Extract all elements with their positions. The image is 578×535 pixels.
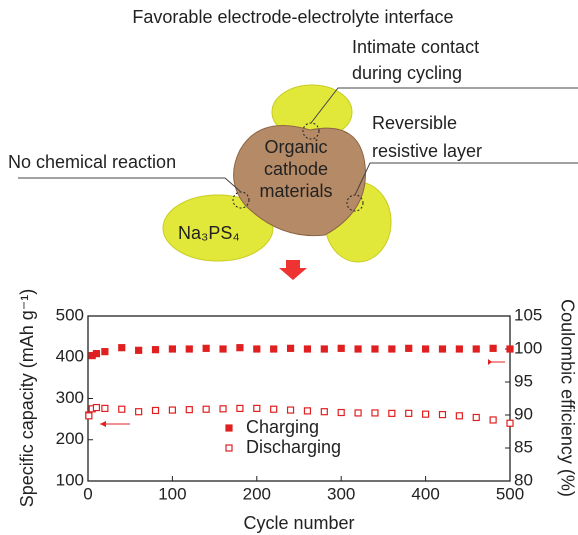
data-point xyxy=(136,347,142,353)
data-point xyxy=(372,346,378,352)
legend-label: Charging xyxy=(246,417,319,437)
electrolyte-label: Na₃PS₄ xyxy=(178,223,240,243)
data-point xyxy=(203,406,209,412)
data-point xyxy=(153,407,159,413)
data-point xyxy=(355,410,361,416)
data-point xyxy=(507,420,513,426)
y-tick-label: 200 xyxy=(56,429,84,448)
data-point xyxy=(304,408,310,414)
diagram-title: Favorable electrode-electrolyte interfac… xyxy=(132,7,453,27)
data-point xyxy=(490,345,496,351)
data-point xyxy=(338,410,344,416)
data-point xyxy=(338,345,344,351)
x-tick-label: 300 xyxy=(327,484,355,503)
data-point xyxy=(372,410,378,416)
y2-tick-label: 95 xyxy=(514,371,533,390)
data-point xyxy=(473,346,479,352)
data-point xyxy=(507,346,513,352)
legend-marker xyxy=(226,445,232,451)
data-point xyxy=(439,412,445,418)
y-tick-label: 100 xyxy=(56,470,84,489)
x-tick-label: 400 xyxy=(411,484,439,503)
chart: Cycle number Specific capacity (mAh g⁻¹)… xyxy=(17,289,578,533)
cathode-label: Organic xyxy=(264,137,327,157)
legend-label: Discharging xyxy=(246,437,341,457)
x-tick-label: 100 xyxy=(158,484,186,503)
axis-arrow-head xyxy=(488,359,492,365)
data-point xyxy=(406,345,412,351)
data-point xyxy=(119,345,125,351)
cathode-label: cathode xyxy=(264,159,328,179)
data-point xyxy=(254,405,260,411)
data-point xyxy=(102,405,108,411)
data-point xyxy=(186,346,192,352)
data-point xyxy=(93,405,99,411)
data-point xyxy=(203,345,209,351)
data-point xyxy=(490,417,496,423)
axis-arrow-head xyxy=(100,421,106,427)
y-axis-label: Specific capacity (mAh g⁻¹) xyxy=(17,289,37,508)
data-point xyxy=(119,406,125,412)
data-point xyxy=(389,346,395,352)
x-tick-label: 0 xyxy=(83,484,92,503)
data-point xyxy=(86,413,92,419)
data-point xyxy=(456,346,462,352)
callout-text: resistive layer xyxy=(372,141,482,161)
y2-tick-label: 80 xyxy=(514,470,533,489)
y2-tick-label: 90 xyxy=(514,404,533,423)
data-point xyxy=(473,414,479,420)
data-point xyxy=(136,409,142,415)
data-point xyxy=(186,407,192,413)
cathode-label: materials xyxy=(259,181,332,201)
data-point xyxy=(406,410,412,416)
callout-text: during cycling xyxy=(352,63,462,83)
y-tick-label: 400 xyxy=(56,347,84,366)
callout-line xyxy=(355,163,578,195)
data-point xyxy=(304,346,310,352)
data-point xyxy=(288,345,294,351)
data-point xyxy=(237,345,243,351)
data-point xyxy=(321,409,327,415)
callout-text: Reversible xyxy=(372,113,457,133)
data-point xyxy=(220,406,226,412)
y2-tick-label: 85 xyxy=(514,437,533,456)
data-point xyxy=(321,346,327,352)
y2-axis-label: Coulombic efficiency (%) xyxy=(557,299,577,497)
data-point xyxy=(355,346,361,352)
data-point xyxy=(423,346,429,352)
data-point xyxy=(220,346,226,352)
data-point xyxy=(288,407,294,413)
data-point xyxy=(102,349,108,355)
data-point xyxy=(439,346,445,352)
down-arrow xyxy=(279,260,307,280)
data-point xyxy=(456,413,462,419)
data-point xyxy=(93,351,99,357)
data-point xyxy=(271,406,277,412)
y-tick-label: 300 xyxy=(56,388,84,407)
callout-text: No chemical reaction xyxy=(8,152,176,172)
legend-marker xyxy=(226,425,232,431)
x-axis-label: Cycle number xyxy=(243,513,354,533)
data-point xyxy=(153,347,159,353)
y2-tick-label: 100 xyxy=(514,338,542,357)
callout-line xyxy=(18,178,241,192)
data-point xyxy=(271,346,277,352)
data-point xyxy=(423,411,429,417)
data-point xyxy=(169,346,175,352)
data-point xyxy=(169,407,175,413)
y-tick-label: 500 xyxy=(56,305,84,324)
x-tick-label: 200 xyxy=(243,484,271,503)
callout-text: Intimate contact xyxy=(352,37,479,57)
diagram: Favorable electrode-electrolyte interfac… xyxy=(8,7,578,280)
data-point xyxy=(254,346,260,352)
y2-tick-label: 105 xyxy=(514,305,542,324)
data-point xyxy=(389,410,395,416)
data-point xyxy=(237,405,243,411)
page: Favorable electrode-electrolyte interfac… xyxy=(0,0,578,535)
